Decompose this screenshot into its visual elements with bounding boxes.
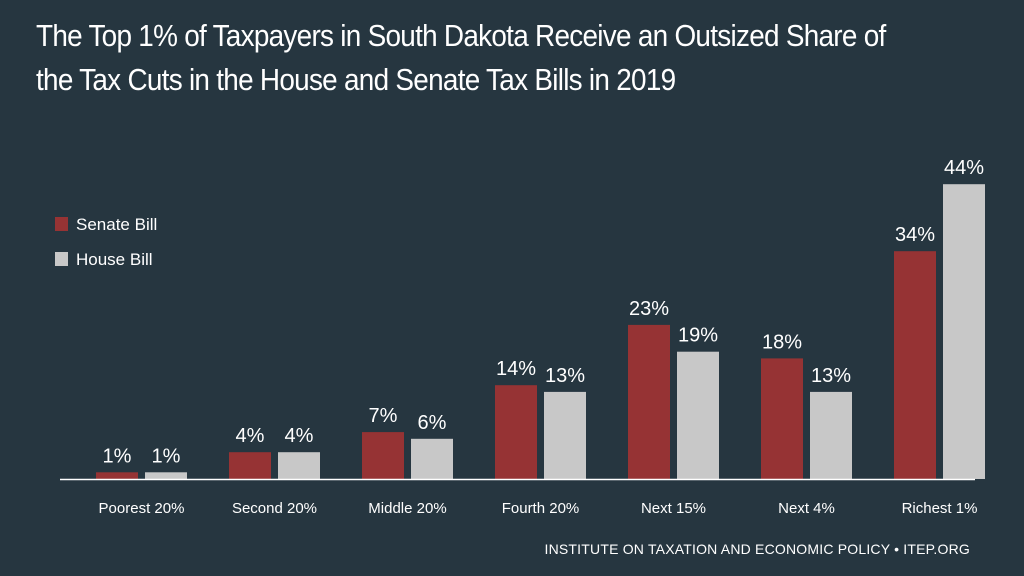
bar-senate-fourth-20: [495, 385, 537, 479]
category-label-next-15: Next 15%: [641, 500, 706, 517]
category-label-next-4: Next 4%: [778, 500, 835, 517]
bar-house-poorest-20: [145, 472, 187, 479]
value-label-house-middle-20: 6%: [418, 412, 447, 434]
bar-house-next-4: [810, 391, 852, 479]
value-label-senate-fourth-20: 14%: [496, 358, 536, 380]
bar-senate-middle-20: [362, 432, 404, 479]
bar-house-next-15: [677, 351, 719, 479]
value-label-senate-next-4: 18%: [762, 331, 802, 353]
bar-house-second-20: [278, 452, 320, 479]
chart-title: The Top 1% of Taxpayers in South Dakota …: [36, 18, 886, 97]
value-labels-group: 1% 1% 4% 4% 7% 6% 14% 13% 23% 19% 18% 13% 34% 44%: [103, 157, 985, 467]
category-label-richest-1: Richest 1%: [902, 500, 978, 517]
value-label-house-next-15: 19%: [678, 325, 718, 347]
legend-swatch-house: [55, 252, 68, 266]
bar-senate-richest-1: [894, 251, 936, 479]
value-label-senate-next-15: 23%: [629, 298, 669, 320]
value-label-house-richest-1: 44%: [944, 157, 984, 179]
value-label-senate-richest-1: 34%: [895, 224, 935, 246]
value-label-senate-second-20: 4%: [236, 425, 265, 447]
legend-label-house: House Bill: [76, 250, 153, 269]
bar-senate-next-15: [628, 324, 670, 479]
category-label-second-20: Second 20%: [232, 500, 317, 517]
bar-senate-poorest-20: [96, 472, 138, 479]
value-label-house-next-4: 13%: [811, 365, 851, 387]
legend-label-senate: Senate Bill: [76, 215, 157, 234]
value-label-house-poorest-20: 1%: [152, 445, 181, 467]
bar-senate-next-4: [761, 358, 803, 479]
value-label-house-fourth-20: 13%: [545, 365, 585, 387]
category-label-fourth-20: Fourth 20%: [502, 500, 580, 517]
bar-house-middle-20: [411, 438, 453, 479]
value-label-senate-middle-20: 7%: [369, 405, 398, 427]
bar-senate-second-20: [229, 452, 271, 479]
category-label-middle-20: Middle 20%: [368, 500, 446, 517]
category-labels-group: Poorest 20% Second 20% Middle 20% Fourth 20…: [99, 500, 978, 517]
bar-house-fourth-20: [544, 391, 586, 479]
value-label-house-second-20: 4%: [285, 425, 314, 447]
source-credit: INSTITUTE ON TAXATION AND ECONOMIC POLIC…: [544, 541, 970, 557]
legend: Senate Bill House Bill: [55, 215, 157, 269]
category-label-poorest-20: Poorest 20%: [99, 500, 185, 517]
value-label-senate-poorest-20: 1%: [103, 445, 132, 467]
bars-group: [96, 184, 985, 479]
legend-swatch-senate: [55, 217, 68, 231]
bar-house-richest-1: [943, 184, 985, 479]
